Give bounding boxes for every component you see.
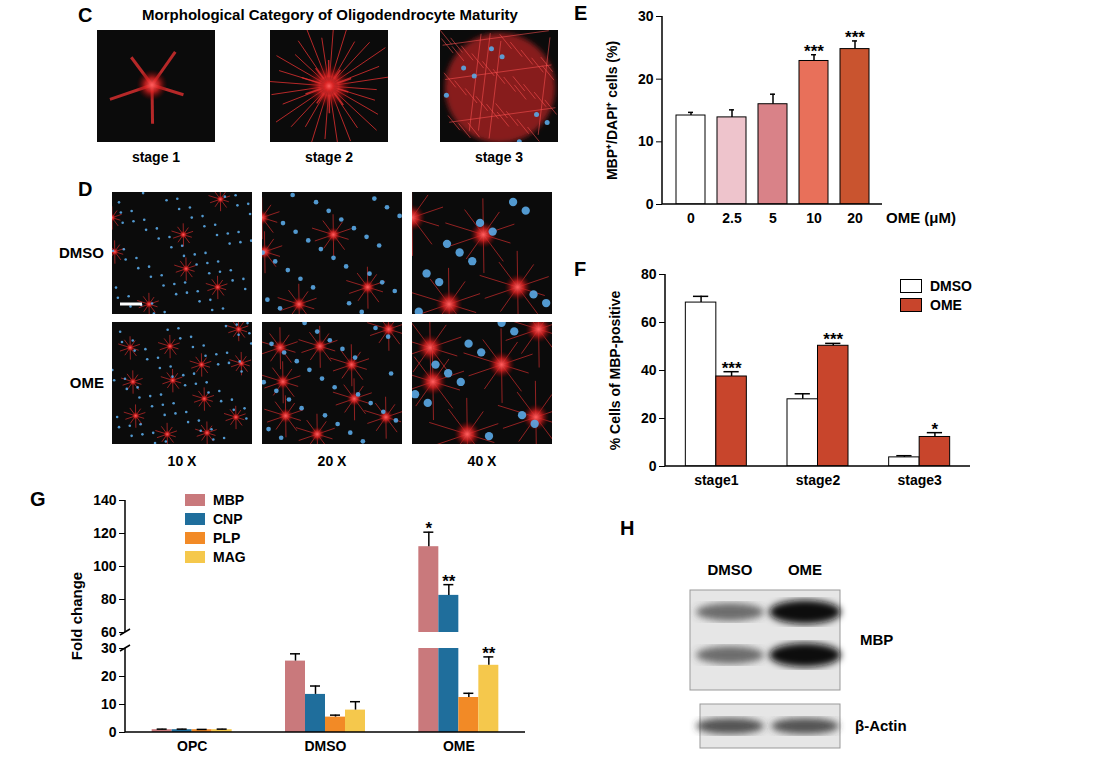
svg-text:stage2: stage2	[796, 472, 841, 488]
html-text:MAG: MAG	[213, 548, 246, 565]
svg-text:D: D	[78, 178, 92, 200]
html-text:Fold change: Fold change	[67, 571, 85, 661]
svg-text:10: 10	[101, 696, 117, 712]
html-text:OME: OME	[930, 296, 962, 313]
svg-text:0: 0	[687, 210, 695, 226]
svg-text:20: 20	[847, 210, 863, 226]
html-text:PLP: PLP	[213, 529, 241, 546]
svg-text:10 X: 10 X	[168, 453, 197, 469]
svg-text:20: 20	[101, 668, 117, 684]
svg-text:MBP: MBP	[860, 631, 893, 648]
svg-text:*: *	[426, 519, 433, 538]
svg-text:20 X: 20 X	[318, 453, 347, 469]
svg-text:stage 1: stage 1	[132, 149, 180, 165]
svg-text:stage3: stage3	[897, 472, 942, 488]
svg-text:% Cells of MBP-positive: % Cells of MBP-positive	[607, 291, 623, 451]
svg-text:OME: OME	[443, 738, 475, 754]
svg-text:***: ***	[722, 359, 742, 378]
svg-text:60: 60	[101, 624, 117, 640]
svg-text:**: **	[482, 644, 496, 663]
svg-text:MBP⁺/DAPI⁺ cells (%): MBP⁺/DAPI⁺ cells (%)	[604, 41, 620, 180]
svg-text:140: 140	[93, 492, 117, 508]
svg-text:stage 2: stage 2	[305, 149, 353, 165]
svg-text:G: G	[30, 488, 46, 510]
html-text:OME (μM): OME (μM)	[886, 209, 956, 226]
svg-text:DMSO: DMSO	[708, 561, 753, 578]
svg-text:10: 10	[638, 133, 654, 149]
svg-text:***: ***	[823, 330, 843, 349]
html-text:CNP: CNP	[213, 510, 243, 527]
svg-text:60: 60	[641, 314, 657, 330]
svg-text:***: ***	[804, 42, 824, 61]
svg-text:10: 10	[806, 210, 822, 226]
svg-text:OPC: OPC	[177, 738, 207, 754]
html-text:DMSO: DMSO	[930, 277, 972, 294]
svg-text:H: H	[620, 517, 634, 539]
svg-text:40: 40	[641, 362, 657, 378]
svg-text:5: 5	[769, 210, 777, 226]
svg-text:20: 20	[641, 410, 657, 426]
svg-text:β-Actin: β-Actin	[855, 717, 907, 734]
svg-text:30: 30	[101, 640, 117, 656]
svg-text:***: ***	[845, 28, 865, 47]
svg-text:80: 80	[101, 591, 117, 607]
svg-text:30: 30	[638, 8, 654, 24]
svg-text:2.5: 2.5	[722, 210, 742, 226]
svg-text:0: 0	[109, 724, 117, 740]
svg-text:OME: OME	[788, 561, 822, 578]
svg-text:E: E	[574, 2, 587, 24]
svg-text:0: 0	[646, 196, 654, 212]
svg-text:C: C	[78, 4, 92, 26]
svg-text:40 X: 40 X	[468, 453, 497, 469]
svg-text:20: 20	[638, 71, 654, 87]
svg-text:*: *	[932, 420, 939, 439]
svg-text:80: 80	[641, 266, 657, 282]
svg-text:100: 100	[93, 558, 117, 574]
svg-text:F: F	[574, 258, 586, 280]
svg-text:DMSO: DMSO	[59, 244, 104, 261]
svg-text:stage1: stage1	[694, 472, 739, 488]
html-text:MBP: MBP	[213, 491, 245, 508]
svg-text:Morphological Category of Olig: Morphological Category of Oligodendrocyt…	[142, 6, 519, 23]
svg-text:0: 0	[649, 458, 657, 474]
svg-text:DMSO: DMSO	[305, 738, 347, 754]
svg-text:stage 3: stage 3	[475, 149, 523, 165]
svg-text:**: **	[442, 572, 456, 591]
svg-text:120: 120	[93, 525, 117, 541]
svg-text:OME: OME	[70, 374, 104, 391]
